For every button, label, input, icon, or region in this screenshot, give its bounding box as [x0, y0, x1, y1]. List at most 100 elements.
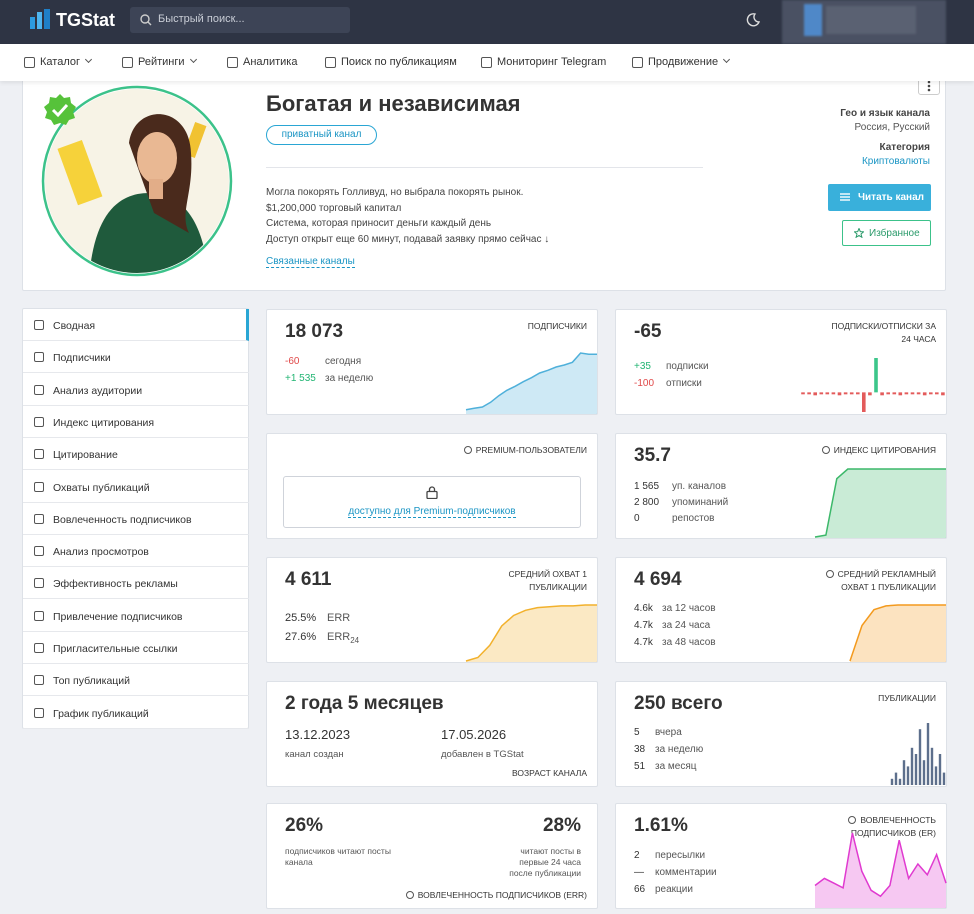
card-label: ПУБЛИКАЦИИ — [878, 693, 936, 703]
chart-bar — [934, 766, 938, 785]
nav-item[interactable]: Рейтинги — [122, 56, 196, 68]
sidebar-item[interactable]: Вовлеченность подписчиков — [23, 503, 249, 535]
sidebar-item[interactable]: Пригласительные ссылки — [23, 632, 249, 664]
stat-value: 4.6k — [634, 603, 653, 614]
stat-label: реакции — [655, 884, 693, 895]
stat-row: +35 подписки — [634, 361, 709, 372]
locked-box[interactable]: доступно для Premium-подписчиков — [283, 476, 581, 528]
chart-bar — [941, 392, 945, 396]
stat-label: упоминаний — [672, 497, 729, 508]
publications-chart — [890, 723, 946, 785]
stat-label: за месяц — [655, 761, 697, 772]
stat-label: ERR — [327, 612, 351, 624]
stat-row: — комментарии — [634, 867, 717, 878]
stat-label: за 24 часа — [662, 620, 711, 631]
read-channel-button[interactable]: Читать канал — [828, 184, 931, 211]
sidebar-item[interactable]: Сводная — [23, 309, 249, 341]
card-label: PREMIUM-ПОЛЬЗОВАТЕЛИ — [464, 444, 587, 457]
stat-value: 38 — [634, 744, 646, 755]
sidebar-item[interactable]: Подписчики — [23, 341, 249, 374]
sidebar-item[interactable]: Эффективность рекламы — [23, 567, 249, 600]
sidebar-item[interactable]: Анализ просмотров — [23, 535, 249, 568]
chart-bar — [813, 392, 817, 396]
stat-label: пересылки — [655, 850, 706, 861]
stat-value: +35 — [634, 361, 651, 372]
label-text: ВОВЛЕЧЕННОСТЬ ПОДПИСЧИКОВ (ERR) — [417, 890, 587, 900]
chart-line — [814, 832, 947, 898]
stat-value: 4.7k — [634, 637, 653, 648]
card-value-2: 28% — [542, 815, 581, 836]
chart-bar — [904, 392, 909, 395]
sidebar-item[interactable]: Привлечение подписчиков — [23, 600, 249, 632]
chart-line — [849, 604, 946, 662]
label-text: СРЕДНИЙ РЕКЛАМНЫЙ ОХВАТ 1 ПУБЛИКАЦИИ — [837, 569, 936, 592]
stat-row: 4.6k за 12 часов — [634, 603, 716, 614]
nav-item[interactable]: Продвижение — [631, 56, 729, 68]
label-text: ERR — [327, 631, 351, 643]
sidebar-item[interactable]: Топ публикаций — [23, 664, 249, 697]
nav-item[interactable]: Каталог — [24, 56, 91, 68]
chart-bar — [922, 760, 926, 785]
chart-bar — [862, 392, 866, 412]
nav-item[interactable]: Аналитика — [226, 56, 298, 68]
card-value: 1.61% — [634, 815, 688, 836]
theme-toggle[interactable] — [746, 13, 760, 27]
user-menu[interactable] — [782, 0, 946, 44]
search-box[interactable]: Быстрый поиск... — [130, 7, 350, 33]
stat-label: уп. каналов — [672, 481, 727, 492]
sidebar-item[interactable]: Анализ аудитории — [23, 374, 249, 406]
sidebar: Сводная Подписчики Анализ аудитории Индекс … — [22, 308, 249, 729]
sidebar-item[interactable]: Охваты публикаций — [23, 471, 249, 503]
stat-row: -60 сегодня — [285, 356, 361, 367]
channel-badge: приватный канал — [266, 125, 377, 145]
stat-value: 27.6% — [285, 631, 317, 643]
card-label: ПОДПИСЧИКИ — [527, 321, 587, 331]
locked-link[interactable]: доступно для Premium-подписчиков — [348, 506, 516, 518]
chart-bar — [906, 766, 910, 785]
search-placeholder: Быстрый поиск... — [158, 13, 245, 25]
chart-bar — [910, 747, 914, 785]
chart-bar — [856, 392, 860, 395]
label-subscript: 24 — [350, 636, 360, 646]
card-value: 250 всего — [634, 693, 723, 714]
nav-item[interactable]: Мониторинг Telegram — [480, 56, 607, 68]
sidebar-item[interactable]: График публикаций — [23, 697, 249, 729]
value-caption: подписчиков читают посты канала — [285, 846, 391, 867]
sidebar-item[interactable]: Цитирование — [23, 438, 249, 471]
ad-reach-card: 4 694 СРЕДНИЙ РЕКЛАМНЫЙ ОХВАТ 1 ПУБЛИКАЦ… — [615, 557, 947, 663]
stat-row: 4.7k за 48 часов — [634, 637, 716, 648]
stat-label: репостов — [672, 513, 715, 524]
stat-value: +1 535 — [285, 373, 316, 384]
nav-bar: Каталог Рейтинги Аналитика Поиск по публика… — [0, 44, 974, 81]
favorite-button[interactable]: Избранное — [842, 220, 931, 246]
stat-row: 2 800 упоминаний — [634, 497, 728, 508]
publications-card: 250 всего ПУБЛИКАЦИИ 5 вчера 38 за неделю … — [615, 681, 947, 787]
citation-chart — [814, 468, 946, 538]
channel-card: Богатая и независимая приватный канал Мо… — [22, 72, 946, 291]
added-date: 17.05.2026 — [441, 727, 507, 742]
geo-value: Россия, Русский — [854, 122, 930, 133]
value2-caption: читают посты в первые 24 часа после публ… — [509, 846, 581, 878]
chart-bar — [922, 392, 927, 396]
subscribers-card: 18 073 ПОДПИСЧИКИ -60 сегодня +1 535 за не… — [266, 309, 598, 415]
stat-row: 51 за месяц — [634, 761, 697, 772]
sidebar-item[interactable]: Индекс цитирования — [23, 406, 249, 438]
reach-card: 4 611 СРЕДНИЙ ОХВАТ 1 ПУБЛИКАЦИИ 25.5% ER… — [266, 557, 598, 663]
card-value: 18 073 — [285, 321, 344, 342]
stat-row: 38 за неделю — [634, 744, 703, 755]
stat-row: -100 отписки — [634, 378, 702, 389]
stat-value: — — [634, 867, 644, 878]
top-bar: TGStat Быстрый поиск... — [0, 0, 974, 44]
stat-label: отписки — [666, 378, 702, 389]
related-channels-link[interactable]: Связанные каналы — [266, 256, 355, 268]
nav-item[interactable]: Поиск по публикациям — [325, 56, 457, 68]
logo[interactable]: TGStat — [56, 10, 116, 30]
label-text: ВОВЛЕЧЕННОСТЬ ПОДПИСЧИКОВ (ER) — [850, 815, 936, 838]
err-card: 26% подписчиков читают посты канала 28% … — [266, 803, 598, 909]
channel-description: Могла покорять Голливуд, но выбрала поко… — [266, 185, 549, 247]
description-line: $1,200,000 торговый капитал — [266, 202, 402, 214]
category-value[interactable]: Криптовалюты — [861, 156, 930, 167]
chart-bar — [926, 723, 930, 785]
stat-value: 25.5% — [285, 612, 317, 624]
label-text: PREMIUM-ПОЛЬЗОВАТЕЛИ — [475, 445, 587, 455]
